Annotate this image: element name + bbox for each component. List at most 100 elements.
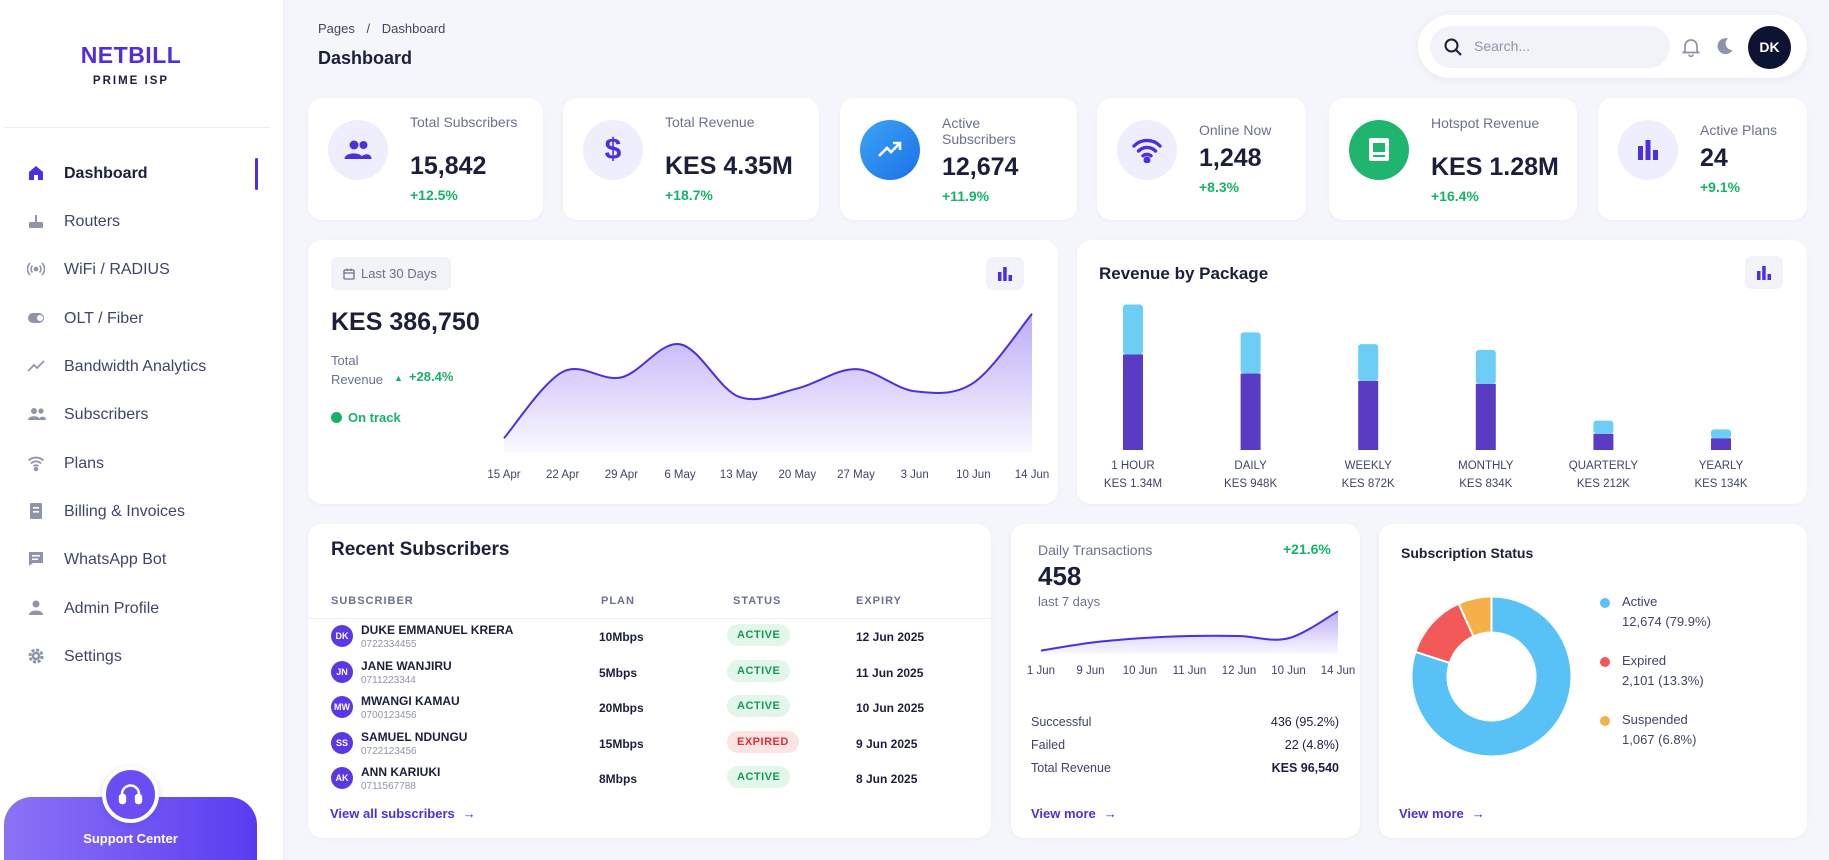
revenue-change: ▲ +28.4% [394,369,453,384]
column-header-plan: PLAN [601,595,635,607]
legend-dot [1600,657,1610,667]
x-tick-label: 1 Jun [1027,665,1055,677]
x-tick-label: 1 HOUR [1111,460,1154,472]
sidebar-item-label: WhatsApp Bot [64,551,167,568]
sidebar-item-routers[interactable]: Routers [0,199,284,243]
status-badge: ACTIVE [727,766,791,788]
page-title: Dashboard [318,48,413,68]
view-more-link[interactable]: View more → [1031,806,1117,821]
link-label: View all subscribers [330,806,455,821]
expiry: 12 Jun 2025 [856,630,925,644]
legend-label: Expired [1622,653,1667,668]
stat-change: +8.3% [1199,179,1240,195]
status-badge: ACTIVE [727,660,791,682]
sidebar-item-olt-fiber[interactable]: OLT / Fiber [0,296,284,340]
stat-change: +12.5% [410,187,458,203]
subscription-status-donut [1410,595,1573,758]
chart-type-button[interactable] [1745,256,1783,289]
stat-label: Active Subscribers [942,115,1016,147]
card-label: Daily Transactions [1038,542,1153,558]
sidebar-item-wifi-radius[interactable]: WiFi / RADIUS [0,247,284,291]
users-icon [27,405,47,423]
table-row[interactable]: AK ANN KARIUKI 0711567788 8Mbps ACTIVE 8… [308,761,998,797]
sidebar-item-bandwidth-analytics[interactable]: Bandwidth Analytics [0,344,284,388]
moon-icon[interactable] [1715,37,1734,56]
table-row[interactable]: SS SAMUEL NDUNGU 0722123456 15Mbps EXPIR… [308,726,998,762]
avatar: JN [331,661,353,683]
daily-value: 458 [1038,561,1082,591]
bell-icon[interactable] [1682,37,1700,57]
revenue-change-value: +28.4% [408,369,454,384]
x-tick-label: 10 Jun [1123,665,1158,677]
breadcrumb-root[interactable]: Pages [318,21,355,36]
stat-value: 12,674 [942,153,1019,181]
bar-segment [1240,332,1261,374]
user-avatar[interactable]: DK [1748,26,1791,69]
stat-value: 1,248 [1199,144,1262,172]
subscriber-phone: 0722334455 [361,639,417,650]
headset-icon[interactable] [102,766,159,823]
legend-label: Suspended [1622,712,1688,727]
x-tick-label: 10 Jun [956,469,991,481]
bar-chart-icon [1757,265,1771,280]
search-box[interactable] [1430,26,1670,68]
stat-change: +11.9% [942,188,990,204]
date-range-button[interactable]: Last 30 Days [331,257,451,290]
donut-slice [1457,595,1493,638]
card-title: Subscription Status [1401,545,1534,561]
stat-card-active-plans: Active Plans 24 +9.1% [1598,98,1807,220]
chart-type-button[interactable] [986,257,1024,290]
expiry: 11 Jun 2025 [856,666,924,680]
series-line [1040,610,1339,652]
sidebar-item-settings[interactable]: Settings [0,634,284,678]
revenue-card: Last 30 Days KES 386,750 Total Revenue ▲… [308,240,1058,504]
link-label: View more [1031,806,1096,821]
daily-transactions-card: Daily Transactions +21.6% 458 last 7 day… [1011,524,1360,838]
view-all-subscribers-link[interactable]: View all subscribers → [330,806,476,821]
stat-change: +18.7% [665,187,713,203]
bar-segment [1123,304,1143,355]
sidebar-item-label: Billing & Invoices [64,503,185,520]
subscriber-phone: 0711567788 [361,781,416,792]
stat-label: Total Revenue [1031,761,1111,775]
stat-change: +16.4% [1431,188,1479,204]
arrow-right-icon: → [462,806,476,821]
sidebar-item-whatsapp-bot[interactable]: WhatsApp Bot [0,537,284,581]
subscription-status-card: Subscription Status View more → [1379,524,1807,838]
x-tick-label: 6 May [664,469,696,481]
breadcrumb-separator: / [366,21,371,36]
stat-label: Hotspot Revenue [1431,115,1540,131]
view-more-link[interactable]: View more → [1399,806,1485,821]
subscriber-name: DUKE EMMANUEL KRERA [361,623,514,637]
plan: 20Mbps [599,701,644,715]
trend-icon [27,357,47,375]
home-icon [27,164,47,182]
card-title: Recent Subscribers [331,539,510,560]
sidebar-item-billing-invoices[interactable]: Billing & Invoices [0,489,284,533]
search-input[interactable] [1474,38,1654,54]
table-row[interactable]: MW MWANGI KAMAU 0700123456 20Mbps ACTIVE… [308,690,998,726]
column-header-subscriber: SUBSCRIBER [331,595,414,607]
revenue-by-package-chart: 1 HOUR KES 1.34M DAILY KES 948K WEEKLY KES 87… [1104,304,1748,490]
bar-value-label: KES 834K [1459,478,1512,490]
support-center-label: Support Center [83,831,178,846]
table-row[interactable]: JN JANE WANJIRU 0711223344 5Mbps ACTIVE … [308,655,998,691]
subscriber-phone: 0700123456 [361,710,417,721]
check-circle-icon [331,412,342,423]
x-tick-label: 9 Jun [1076,665,1104,677]
stat-label: Successful [1031,715,1092,729]
table-row[interactable]: DK DUKE EMMANUEL KRERA 0722334455 10Mbps… [308,619,998,655]
stat-total-revenue: Total Revenue KES 96,540 [1031,761,1339,775]
expiry: 9 Jun 2025 [856,737,918,751]
daily-change: +21.6% [1283,541,1331,557]
sidebar-item-dashboard[interactable]: Dashboard [0,151,284,195]
sidebar-item-admin-profile[interactable]: Admin Profile [0,586,284,630]
bar-chart-icon [998,266,1012,281]
sidebar-item-plans[interactable]: Plans [0,441,284,485]
sidebar-item-subscribers[interactable]: Subscribers [0,392,284,436]
x-tick-label: 14 Jun [1015,469,1050,481]
plan: 5Mbps [599,666,638,680]
sidebar-item-label: Admin Profile [64,600,160,617]
bar-segment [1240,373,1261,450]
sidebar-divider [4,127,270,128]
